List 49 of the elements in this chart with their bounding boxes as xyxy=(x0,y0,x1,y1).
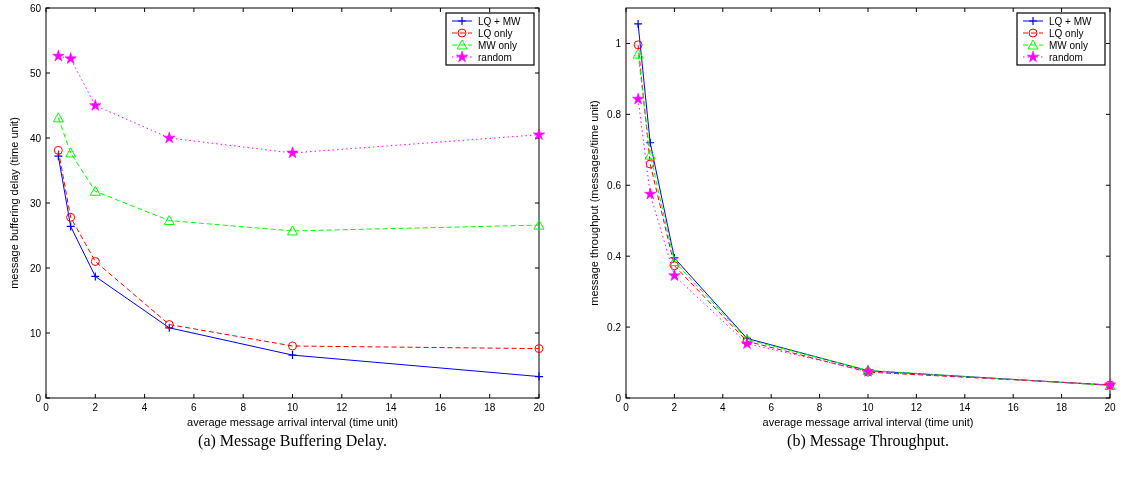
x-tick-label: 2 xyxy=(671,402,678,413)
x-tick-label: 20 xyxy=(1104,402,1116,413)
x-tick-label: 12 xyxy=(336,402,348,413)
x-axis-title: average message arrival interval (time unit) xyxy=(762,416,974,428)
legend-label: random xyxy=(1049,51,1083,63)
x-tick-label: 16 xyxy=(1007,402,1020,413)
y-axis-title: message buffering delay (time unit) xyxy=(8,117,20,289)
legend-label: MW only xyxy=(478,39,517,51)
legend-label: LQ + MW xyxy=(1049,15,1093,27)
legend-label: MW only xyxy=(1049,39,1088,51)
x-tick-label: 0 xyxy=(623,402,630,413)
x-tick-label: 12 xyxy=(910,402,923,413)
x-axis-title: average message arrival interval (time unit) xyxy=(187,416,398,428)
text: (b) Message Throughput. xyxy=(787,432,949,450)
x-tick-label: 14 xyxy=(959,402,971,413)
x-tick-label: 4 xyxy=(141,402,148,413)
x-tick-label: 6 xyxy=(768,402,775,413)
x-tick-label: 0 xyxy=(43,402,50,413)
legend-label: LQ only xyxy=(478,27,513,39)
legend-label: LQ + MW xyxy=(478,15,522,27)
x-tick-label: 8 xyxy=(240,402,247,413)
y-tick-label: 60 xyxy=(29,2,42,14)
y-tick-label: 0.8 xyxy=(607,108,622,120)
y-tick-label: 0.2 xyxy=(607,321,622,333)
x-tick-label: 8 xyxy=(816,402,823,413)
y-tick-label: 0.6 xyxy=(607,179,622,191)
legend-label: random xyxy=(478,51,512,63)
x-tick-label: 10 xyxy=(862,402,874,413)
x-tick-label: 2 xyxy=(92,402,99,413)
x-tick-label: 6 xyxy=(191,402,198,413)
y-tick-label: 40 xyxy=(29,132,42,144)
y-axis-title: message throughput (messages/time unit) xyxy=(588,100,600,306)
y-tick-label: 0 xyxy=(35,392,42,404)
y-tick-label: 20 xyxy=(29,262,42,274)
y-tick-label: 0.4 xyxy=(607,250,622,262)
x-tick-label: 18 xyxy=(484,402,496,413)
x-tick-label: 14 xyxy=(385,402,398,413)
y-tick-label: 10 xyxy=(29,327,42,339)
text: (a) Message Buffering Delay. xyxy=(198,432,387,450)
x-tick-label: 20 xyxy=(533,402,545,413)
y-tick-label: 0 xyxy=(615,392,622,404)
x-tick-label: 16 xyxy=(434,402,447,413)
y-tick-label: 50 xyxy=(29,67,42,79)
y-tick-label: 1 xyxy=(615,37,622,49)
x-tick-label: 18 xyxy=(1056,402,1068,413)
x-tick-label: 4 xyxy=(720,402,727,413)
y-tick-label: 30 xyxy=(29,197,42,209)
x-tick-label: 10 xyxy=(286,402,299,413)
legend-label: LQ only xyxy=(1049,27,1084,39)
